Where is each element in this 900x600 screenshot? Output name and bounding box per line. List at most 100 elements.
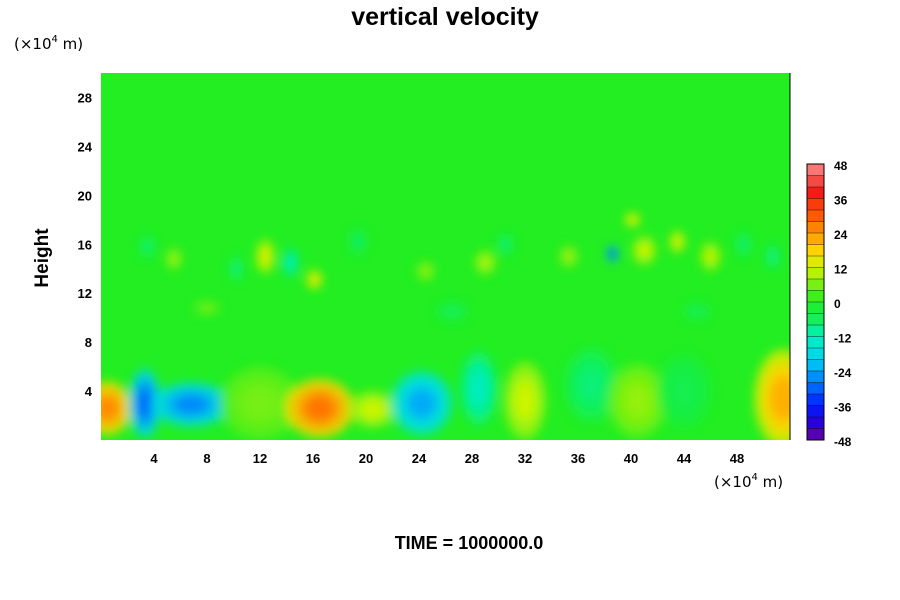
colorbar-swatch — [807, 187, 824, 199]
x-tick-label: 32 — [518, 451, 532, 466]
contour-cell — [460, 351, 498, 426]
colorbar-swatch — [807, 302, 824, 314]
contour-cell — [559, 245, 578, 268]
colorbar-swatch — [807, 348, 824, 360]
y-tick-label: 16 — [78, 237, 92, 252]
x-tick-label: 8 — [203, 451, 210, 466]
colorbar-swatch — [807, 359, 824, 372]
x-tick-label: 16 — [306, 451, 320, 466]
colorbar-swatch — [807, 256, 824, 268]
contour-cell — [416, 261, 435, 281]
colorbar-swatch — [807, 371, 824, 383]
y-unit-label: (×104 m) — [14, 34, 83, 53]
colorbar-swatch — [807, 290, 824, 303]
colorbar-swatch — [807, 198, 824, 211]
contour-cell — [139, 235, 156, 258]
x-tick-label: 4 — [150, 451, 158, 466]
contour-cell — [229, 256, 243, 281]
colorbar-swatch — [807, 382, 824, 395]
colorbar-swatch — [807, 394, 824, 406]
contour-cell — [497, 233, 514, 256]
contour-cell — [564, 348, 618, 422]
colorbar-swatch — [807, 417, 824, 429]
contour-cell — [193, 300, 221, 316]
colorbar — [806, 163, 825, 441]
colorbar-swatch — [807, 221, 824, 234]
x-tick-label: 36 — [571, 451, 585, 466]
contour-cell — [699, 241, 722, 272]
colorbar-tick-label: -48 — [834, 435, 852, 449]
colorbar-swatch — [807, 233, 824, 245]
colorbar-tick-label: -24 — [834, 366, 852, 380]
colorbar-swatch — [807, 244, 824, 257]
contour-cell — [151, 382, 231, 427]
contour-cell — [754, 349, 790, 440]
plot-area — [101, 73, 790, 440]
contour-cell — [436, 301, 469, 322]
contour-cell — [256, 239, 275, 274]
contour-cell — [101, 381, 132, 436]
y-tick-label: 24 — [78, 139, 93, 154]
y-axis-label: Height — [32, 228, 53, 288]
contour-cell — [608, 364, 667, 438]
colorbar-swatch — [807, 313, 824, 326]
colorbar-swatch — [807, 267, 824, 280]
contour-cell — [285, 378, 355, 438]
contour-cell — [348, 229, 368, 255]
x-tick-label: 28 — [465, 451, 479, 466]
x-tick-labels: 4 8 12 16 20 24 28 32 36 40 44 48 — [150, 451, 744, 466]
contour-cell — [624, 212, 641, 228]
contour-cell — [669, 230, 686, 253]
contour-cell — [282, 247, 299, 278]
contour-cell — [657, 354, 711, 428]
x-unit-label: (×104 m) — [714, 472, 783, 491]
colorbar-tick-labels: 48 36 24 12 0 -12 -24 -36 -48 — [834, 159, 852, 449]
colorbar-tick-label: 48 — [834, 159, 848, 173]
colorbar-swatch — [807, 428, 824, 441]
colorbar-tick-label: 12 — [834, 263, 848, 277]
colorbar-swatch — [807, 405, 824, 418]
chart-title: vertical velocity — [351, 3, 539, 31]
colorbar-swatch — [807, 279, 824, 291]
x-unit-exponent: 4 — [752, 472, 758, 483]
contour-cell — [391, 371, 453, 436]
colorbar-swatch — [807, 210, 824, 222]
contour-cell — [474, 250, 496, 275]
colorbar-tick-label: 0 — [834, 297, 841, 311]
colorbar-tick-label: -12 — [834, 332, 852, 346]
x-tick-label: 24 — [412, 451, 427, 466]
y-tick-label: 28 — [78, 90, 92, 105]
colorbar-tick-label: 24 — [834, 228, 848, 242]
time-label: TIME = 1000000.0 — [395, 533, 544, 553]
y-tick-label: 20 — [78, 188, 92, 203]
contour-cell — [684, 302, 711, 321]
x-tick-label: 40 — [624, 451, 638, 466]
x-tick-label: 20 — [359, 451, 373, 466]
contour-cell — [735, 232, 752, 257]
colorbar-frame — [806, 163, 825, 441]
y-tick-label: 12 — [78, 286, 92, 301]
contour-cell — [766, 244, 780, 269]
y-tick-label: 4 — [85, 384, 93, 399]
contour-cell — [220, 366, 300, 440]
contour-cell — [128, 369, 161, 438]
x-tick-label: 48 — [730, 451, 744, 466]
colorbar-tick-label: 36 — [834, 194, 848, 208]
y-tick-label: 8 — [85, 335, 92, 350]
colorbar-tick-label: -36 — [834, 401, 852, 415]
contour-cell — [348, 391, 397, 428]
colorbar-swatch — [807, 336, 824, 349]
colorbar-swatch — [807, 164, 824, 176]
contour-cell — [306, 269, 323, 290]
x-tick-label: 44 — [677, 451, 692, 466]
x-tick-label: 12 — [253, 451, 267, 466]
contour-cell — [503, 361, 547, 440]
contour-cell — [607, 245, 618, 263]
contour-cell — [165, 247, 182, 270]
colorbar-swatch — [807, 325, 824, 337]
y-unit-exponent: 4 — [52, 34, 58, 45]
colorbar-swatch — [807, 175, 824, 188]
y-tick-labels: 4 8 12 16 20 24 28 — [78, 90, 93, 399]
contour-field — [101, 212, 790, 440]
